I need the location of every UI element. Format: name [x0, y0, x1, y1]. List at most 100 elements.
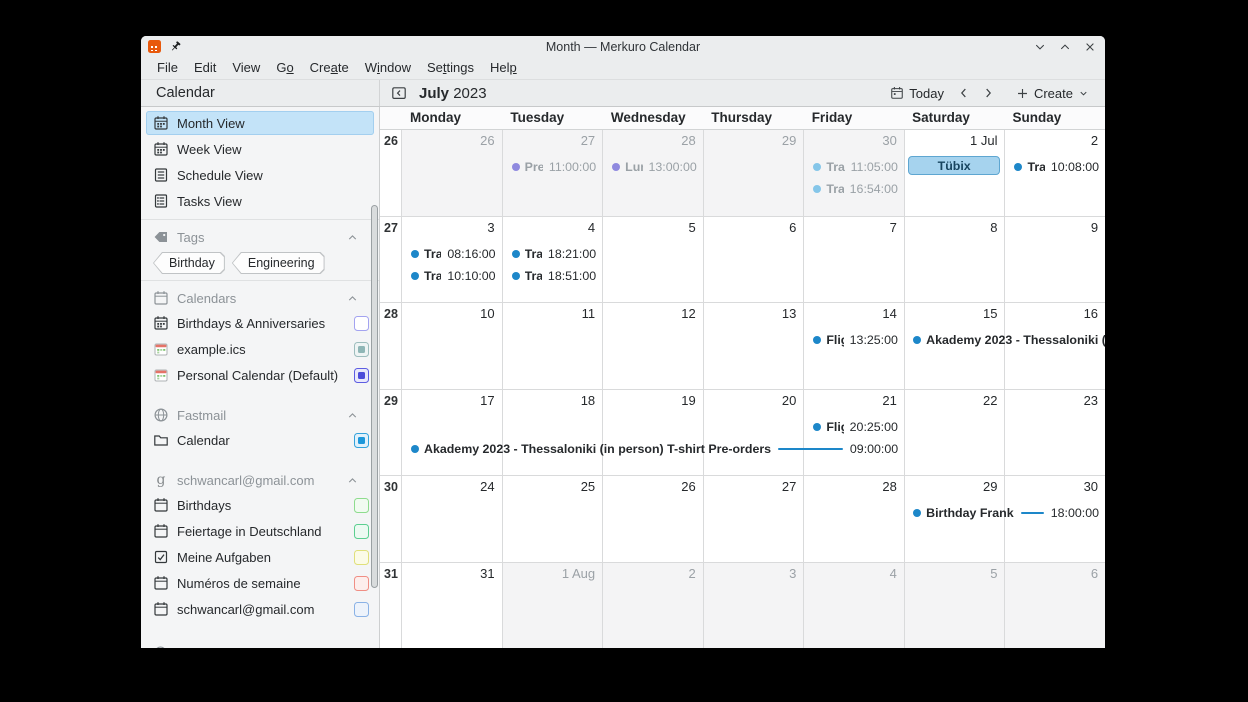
calendar-checkbox[interactable] — [354, 367, 369, 383]
day-cell-29[interactable]: 29 — [904, 476, 1006, 562]
section-header-fastmail[interactable]: Fastmail — [146, 404, 374, 426]
day-cell-4[interactable]: 4 — [804, 562, 905, 648]
section-header-calendars[interactable]: Calendars — [146, 287, 374, 309]
calendar-item-meine-aufgaben[interactable]: Meine Aufgaben — [146, 545, 374, 569]
menu-item-settings[interactable]: Settings — [426, 60, 474, 75]
menu-item-create[interactable]: Create — [309, 60, 349, 75]
calendar-checkbox[interactable] — [354, 523, 369, 539]
day-cell-13[interactable]: 13 — [703, 303, 805, 389]
day-cell-14[interactable]: 14 Flig… 13:25:00 — [804, 303, 905, 389]
sidebar-item-month-view[interactable]: Month View — [146, 111, 374, 135]
day-cell-24[interactable]: 24 — [402, 476, 503, 562]
event-multiday[interactable]: Birthday Frank 18:00:00 — [904, 504, 1105, 522]
day-cell-25[interactable]: 25 — [502, 476, 604, 562]
day-cell-10[interactable]: 10 — [402, 303, 503, 389]
day-cell-29[interactable]: 29 — [703, 130, 805, 216]
day-cell-19[interactable]: 19 — [603, 389, 704, 475]
calendar-item-personal-calendar-default[interactable]: Personal Calendar (Default) — [146, 363, 374, 387]
day-cell-4[interactable]: 4 Trai… 18:21:00 Trai… 18:51:00 — [502, 216, 604, 302]
day-cell-26[interactable]: 26 — [603, 476, 704, 562]
day-cell-30[interactable]: 30 Trai… 11:05:00 Trai… 16:54:00 — [804, 130, 905, 216]
calendar-checkbox[interactable] — [354, 575, 369, 591]
day-cell-3[interactable]: 3 — [703, 562, 805, 648]
calendar-item-birthdays[interactable]: Birthdays — [146, 493, 374, 517]
today-button[interactable]: Today — [882, 82, 952, 105]
day-cell-6[interactable]: 6 — [1005, 562, 1105, 648]
sidebar-item-tasks-view[interactable]: Tasks View — [146, 189, 374, 213]
calendar-item-calendar[interactable]: Calendar — [146, 428, 374, 452]
event[interactable]: Trai… 10:08:00 — [1005, 158, 1105, 176]
calendar-checkbox[interactable] — [354, 341, 369, 357]
day-cell-20[interactable]: 20 — [703, 389, 805, 475]
day-cell-2[interactable]: 2 Trai… 10:08:00 — [1005, 130, 1105, 216]
calendar-item-birthdays-anniversaries[interactable]: Birthdays & Anniversaries — [146, 311, 374, 335]
day-cell-17[interactable]: 17 — [402, 389, 503, 475]
event[interactable]: Flig… 13:25:00 — [804, 331, 904, 349]
day-cell-9[interactable]: 9 — [1005, 216, 1105, 302]
calendar-checkbox[interactable] — [354, 315, 369, 331]
sidebar-scrollbar[interactable] — [371, 205, 378, 588]
titlebar[interactable]: Month — Merkuro Calendar — [141, 36, 1105, 57]
create-button[interactable]: Create — [1008, 82, 1097, 105]
day-cell-28[interactable]: 28 Lun… 13:00:00 — [603, 130, 704, 216]
calendar-item-feiertage-in-deutschland[interactable]: Feiertage in Deutschland — [146, 519, 374, 543]
day-cell-1-jul[interactable]: 1 Jul Tübix — [904, 130, 1006, 216]
event[interactable]: Lun… 13:00:00 — [603, 158, 703, 176]
day-cell-12[interactable]: 12 — [603, 303, 704, 389]
day-cell-3[interactable]: 3 Trai… 08:16:00 Trai… 10:10:00 — [402, 216, 503, 302]
day-cell-21[interactable]: 21 Flig… 20:25:00 — [804, 389, 905, 475]
sidebar-item-week-view[interactable]: Week View — [146, 137, 374, 161]
day-cell-15[interactable]: 15 — [904, 303, 1006, 389]
day-cell-23[interactable]: 23 — [1005, 389, 1105, 475]
collapse-sidebar-button[interactable] — [388, 85, 410, 101]
day-cell-11[interactable]: 11 — [502, 303, 604, 389]
day-cell-16[interactable]: 16 — [1005, 303, 1105, 389]
menu-item-edit[interactable]: Edit — [193, 60, 217, 75]
event[interactable]: Trai… 18:51:00 — [503, 267, 603, 285]
calendar-checkbox[interactable] — [354, 497, 369, 513]
maximize-button[interactable] — [1059, 41, 1071, 53]
event[interactable]: Flig… 20:25:00 — [804, 418, 904, 436]
day-cell-5[interactable]: 5 — [603, 216, 704, 302]
menu-item-help[interactable]: Help — [489, 60, 517, 75]
event-multiday[interactable]: Akademy 2023 - Thessaloniki (in pers — [904, 331, 1105, 349]
day-cell-8[interactable]: 8 — [904, 216, 1006, 302]
minimize-button[interactable] — [1034, 41, 1046, 53]
menu-item-window[interactable]: Window — [364, 60, 411, 75]
next-month-button[interactable] — [976, 82, 1000, 105]
event[interactable]: Trai… 18:21:00 — [503, 245, 603, 263]
tag-chip-engineering[interactable]: Engineering — [232, 252, 325, 274]
day-cell-30[interactable]: 30 — [1005, 476, 1105, 562]
calendar-item-example-ics[interactable]: example.ics — [146, 337, 374, 361]
menu-item-file[interactable]: File — [157, 60, 178, 75]
calendar-checkbox[interactable] — [354, 601, 369, 617]
event[interactable]: Trai… 11:05:00 — [804, 158, 904, 176]
calendar-checkbox[interactable] — [354, 549, 369, 565]
day-cell-6[interactable]: 6 — [703, 216, 805, 302]
day-cell-2[interactable]: 2 — [603, 562, 704, 648]
section-header-tags[interactable]: Tags — [146, 226, 374, 248]
tag-chip-birthday[interactable]: Birthday — [153, 252, 225, 274]
calendar-item-num-ros-de-semaine[interactable]: Numéros de semaine — [146, 571, 374, 595]
section-header-schwancarl-gmail-com[interactable]: g schwancarl@gmail.com — [146, 469, 374, 491]
event-multiday[interactable]: Akademy 2023 - Thessaloniki (in person) … — [402, 440, 904, 458]
event[interactable]: Trai… 08:16:00 — [402, 245, 502, 263]
calendar-checkbox[interactable] — [354, 432, 369, 448]
event[interactable]: Pre… 11:00:00 — [503, 158, 603, 176]
day-cell-22[interactable]: 22 — [904, 389, 1006, 475]
close-button[interactable] — [1084, 41, 1096, 53]
day-cell-1-aug[interactable]: 1 Aug — [502, 562, 604, 648]
previous-month-button[interactable] — [952, 82, 976, 105]
day-cell-18[interactable]: 18 — [502, 389, 604, 475]
calendar-item-schwancarl-gmail-com[interactable]: schwancarl@gmail.com — [146, 597, 374, 621]
sidebar-item-schedule-view[interactable]: Schedule View — [146, 163, 374, 187]
event[interactable]: Trai… 10:10:00 — [402, 267, 502, 285]
day-cell-27[interactable]: 27 Pre… 11:00:00 — [502, 130, 604, 216]
day-cell-5[interactable]: 5 — [904, 562, 1006, 648]
day-cell-27[interactable]: 27 — [703, 476, 805, 562]
day-cell-31[interactable]: 31 — [402, 562, 503, 648]
day-cell-26[interactable]: 26 — [402, 130, 503, 216]
menu-item-view[interactable]: View — [232, 60, 261, 75]
day-cell-7[interactable]: 7 — [804, 216, 905, 302]
day-cell-28[interactable]: 28 — [804, 476, 905, 562]
